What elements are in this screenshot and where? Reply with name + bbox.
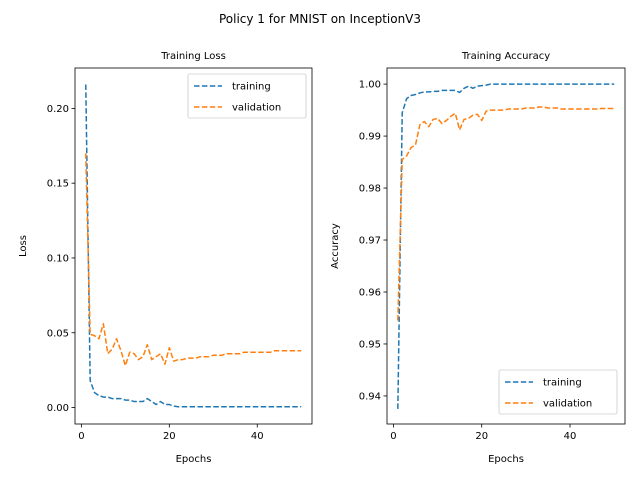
loss-legend-validation-label: validation — [232, 103, 281, 114]
accuracy-legend-training-label: training — [543, 378, 582, 389]
accuracy-validation-line — [397, 106, 615, 321]
loss-chart: Training Loss Epochs Loss 0 20 40 0.00 0.05 0… — [18, 51, 313, 465]
loss-training-line — [85, 84, 302, 408]
loss-y-tick-label: 0.00 — [47, 403, 69, 414]
loss-y-tick-label: 0.10 — [47, 253, 69, 264]
loss-y-tick-label: 0.20 — [47, 104, 69, 115]
accuracy-y-tick-label: 0.94 — [359, 391, 381, 402]
accuracy-chart: Training Accuracy Epochs Accuracy 0 20 40 0… — [330, 51, 626, 465]
accuracy-training-line — [397, 83, 615, 409]
accuracy-legend-box — [498, 369, 618, 415]
loss-axes-frame — [74, 67, 313, 425]
loss-x-axis-label: Epochs — [176, 454, 212, 465]
accuracy-y-tick-label: 0.95 — [359, 339, 381, 350]
accuracy-axes-frame — [386, 67, 626, 425]
loss-legend: training validation — [187, 73, 307, 119]
accuracy-chart-title: Training Accuracy — [461, 51, 550, 62]
loss-y-axis-label: Loss — [18, 235, 29, 257]
loss-validation-line — [85, 153, 302, 367]
accuracy-y-tick-label: 0.98 — [359, 184, 381, 195]
loss-legend-training-label: training — [232, 82, 271, 93]
accuracy-x-tick-label: 20 — [475, 431, 488, 442]
loss-x-tick-label: 40 — [251, 431, 264, 442]
accuracy-y-tick-label: 0.97 — [359, 236, 381, 247]
accuracy-y-tick-label: 1.00 — [359, 80, 381, 91]
accuracy-legend-validation-label: validation — [543, 399, 592, 410]
figure-title: Policy 1 for MNIST on InceptionV3 — [219, 12, 421, 26]
accuracy-x-tick-label: 40 — [564, 431, 577, 442]
accuracy-y-axis-label: Accuracy — [330, 223, 341, 269]
accuracy-x-axis-label: Epochs — [488, 454, 524, 465]
accuracy-y-tick-label: 0.96 — [359, 287, 381, 298]
loss-x-tick-label: 20 — [163, 431, 176, 442]
accuracy-x-tick-label: 0 — [390, 431, 396, 442]
loss-legend-box — [187, 73, 307, 119]
loss-chart-title: Training Loss — [160, 51, 226, 62]
accuracy-y-tick-label: 0.99 — [359, 132, 381, 143]
loss-y-tick-label: 0.15 — [47, 179, 69, 190]
accuracy-legend: training validation — [498, 369, 618, 415]
loss-y-tick-label: 0.05 — [47, 328, 69, 339]
loss-x-tick-label: 0 — [78, 431, 84, 442]
